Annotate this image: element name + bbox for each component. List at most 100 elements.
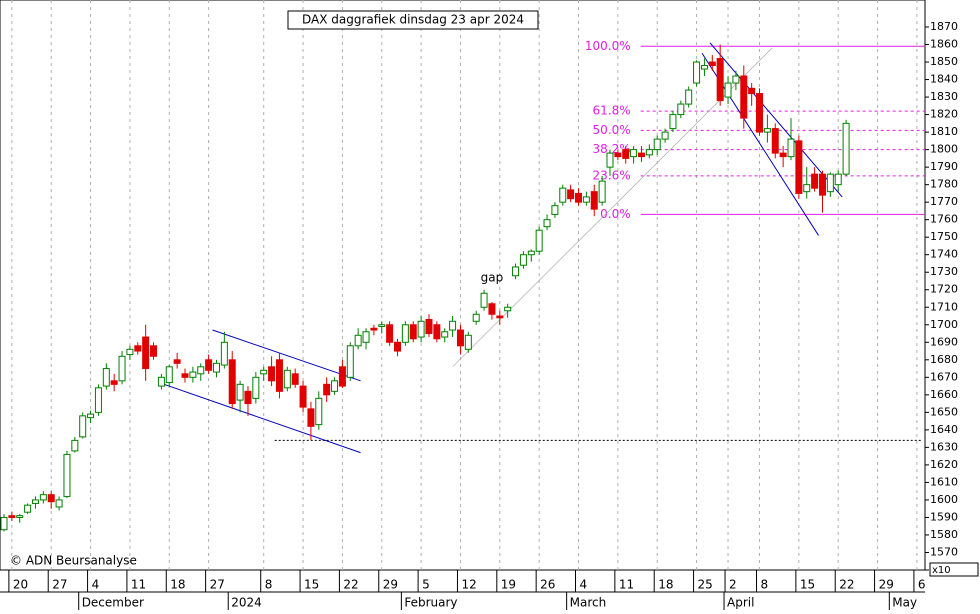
candle-body [102,368,110,387]
candle-body [260,369,268,375]
y-tick-label: 1670 [930,370,958,383]
candle-body [795,140,803,194]
candle-body [212,362,220,373]
x-tick-label: 29 [383,578,398,592]
candle-body [173,359,181,364]
candle-body [157,376,165,387]
multiplier-label: x10 [932,565,951,576]
x-tick-label: 22 [839,578,854,592]
x-tick-label: 4 [580,578,588,592]
candle-body [197,366,205,375]
x-tick-label: 8 [761,578,769,592]
fib-label: 100.0% [585,39,631,53]
x-tick-label: 2 [729,578,737,592]
candle-body [370,327,378,331]
month-label: 2024 [231,596,262,610]
y-tick-label: 1590 [930,510,958,523]
month-label: April [727,596,754,610]
candle-body [71,439,79,452]
candle-body [425,319,433,335]
candle-body [826,173,834,193]
candle-body [299,385,307,408]
y-tick-label: 1730 [930,265,958,278]
candle-body [535,229,543,252]
y-tick-label: 1650 [930,405,958,418]
candle-body [142,336,150,370]
candle-body [87,413,95,419]
x-tick-label: 20 [13,578,28,592]
x-tick-label: 18 [170,578,185,592]
candle-body [228,359,236,405]
candle-body [740,75,748,119]
candle-body [323,383,331,396]
candle-body [307,408,315,427]
candle-body [24,504,32,513]
month-label: March [570,596,607,610]
y-tick-label: 1800 [930,143,958,156]
candle-body [39,494,47,501]
candle-body [803,184,811,193]
candle-body [622,149,630,159]
candle-body [630,149,638,158]
candle-body [732,75,740,84]
y-tick-label: 1830 [930,90,958,103]
chart-title: DAX daggrafiek dinsdag 23 apr 2024 [302,13,524,27]
month-label: December [82,596,144,610]
candle-body [181,373,189,378]
candle-body [386,324,394,343]
x-tick-label: 27 [52,578,67,592]
candle-body [417,320,425,338]
candle-body [456,329,464,347]
candle-body [244,390,252,405]
candle-body [763,128,771,133]
candle-body [527,250,535,256]
candle-body [150,345,158,357]
candle-body [189,371,197,378]
x-tick-label: 5 [422,578,430,592]
candle-body [700,65,708,70]
fib-label: 38.2% [593,142,631,156]
y-tick-label: 1850 [930,55,958,68]
candle-body [590,191,598,210]
x-tick-label: 11 [131,578,146,592]
x-tick-label: 15 [304,578,319,592]
y-tick-label: 1680 [930,353,958,366]
y-tick-label: 1780 [930,178,958,191]
fib-label: 23.6% [593,168,631,182]
candle-body [55,499,63,508]
y-tick-label: 1820 [930,108,958,121]
candle-body [779,152,787,158]
candle-body [16,515,24,518]
candle-body [693,61,701,84]
candle-body [842,122,850,175]
candle-body [685,89,693,105]
x-tick-label: 15 [800,578,815,592]
candle-body [362,331,370,343]
candle-body [126,348,134,356]
candle-body [401,324,409,343]
candle-body [488,303,496,315]
fib-label: 50.0% [593,123,631,137]
candle-body [708,61,716,67]
candle-body [252,376,260,399]
candle-body [614,152,622,158]
y-tick-label: 1620 [930,458,958,471]
candle-body [811,173,819,189]
candle-body [551,205,559,215]
y-tick-label: 1810 [930,125,958,138]
candle-body [480,292,488,308]
x-tick-label: 11 [619,578,634,592]
candle-body [79,415,87,438]
y-tick-label: 1690 [930,335,958,348]
candle-body [0,516,8,531]
title-box [287,10,539,30]
y-tick-label: 1870 [930,20,958,33]
candle-body [661,131,669,140]
multiplier-box [929,562,979,577]
y-tick-label: 1740 [930,248,958,261]
x-tick-label: 6 [918,578,926,592]
candle-body [315,397,323,426]
candle-body [338,366,346,387]
x-tick-label: 4 [92,578,100,592]
